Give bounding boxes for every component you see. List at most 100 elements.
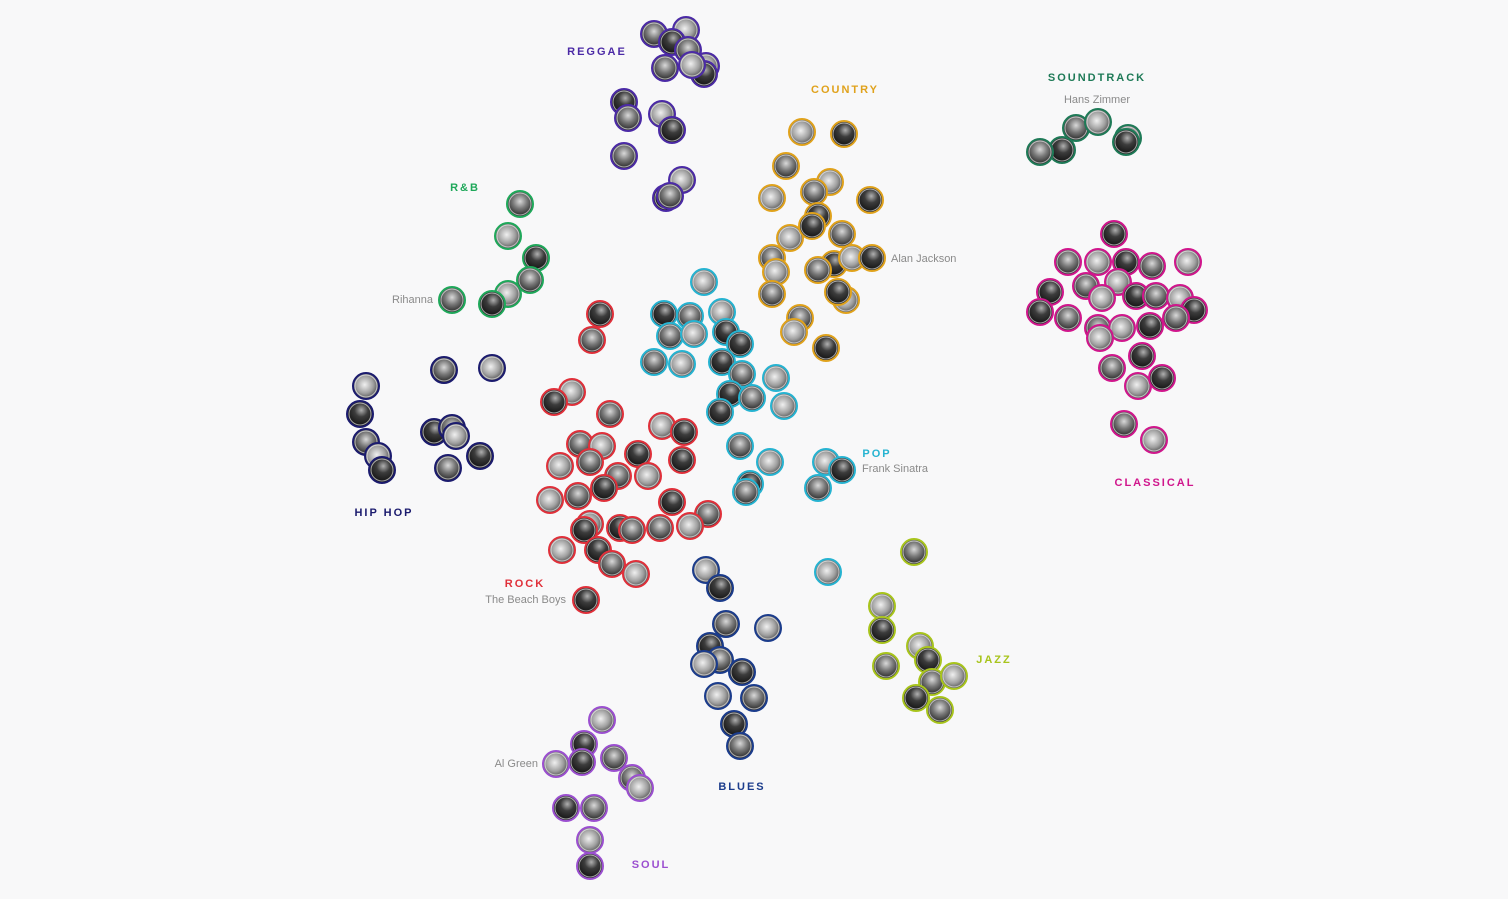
artist-node-classical[interactable] bbox=[1026, 298, 1054, 326]
artist-node-rock[interactable] bbox=[622, 560, 650, 588]
artist-node-rock[interactable] bbox=[646, 514, 674, 542]
artist-node-rock[interactable] bbox=[590, 474, 618, 502]
artist-node-pop[interactable] bbox=[804, 474, 832, 502]
artist-node-rnb[interactable] bbox=[506, 190, 534, 218]
artist-node-classical[interactable] bbox=[1084, 248, 1112, 276]
artist-node-classical[interactable] bbox=[1140, 426, 1168, 454]
artist-node-soundtrack[interactable] bbox=[1026, 138, 1054, 166]
artist-node-rock[interactable] bbox=[548, 536, 576, 564]
artist-node-classical[interactable] bbox=[1098, 354, 1126, 382]
artist-node-country[interactable] bbox=[772, 152, 800, 180]
artist-node-soul[interactable] bbox=[588, 706, 616, 734]
artist-node-hiphop[interactable] bbox=[478, 354, 506, 382]
artist-node-soul[interactable] bbox=[576, 852, 604, 880]
artist-node-pop[interactable] bbox=[708, 348, 736, 376]
artist-node-jazz[interactable] bbox=[926, 696, 954, 724]
artist-node-hiphop[interactable] bbox=[346, 400, 374, 428]
artist-node-pop[interactable] bbox=[640, 348, 668, 376]
artist-node-country[interactable] bbox=[798, 212, 826, 240]
artist-node-reggae[interactable] bbox=[658, 116, 686, 144]
artist-node-jazz[interactable] bbox=[872, 652, 900, 680]
artist-label-al-green[interactable]: Al Green bbox=[494, 758, 538, 770]
artist-node-rock[interactable] bbox=[586, 300, 614, 328]
artist-node-rock[interactable] bbox=[576, 448, 604, 476]
artist-node-soul[interactable] bbox=[626, 774, 654, 802]
artist-node-rock[interactable] bbox=[546, 452, 574, 480]
genre-label-hiphop[interactable]: HIP HOP bbox=[354, 507, 414, 519]
artist-node-rnb[interactable] bbox=[438, 286, 466, 314]
artist-node-pop[interactable] bbox=[828, 456, 856, 484]
artist-node-country[interactable] bbox=[758, 280, 786, 308]
artist-node-jazz[interactable] bbox=[868, 592, 896, 620]
artist-node-jazz[interactable] bbox=[868, 616, 896, 644]
artist-node-soundtrack[interactable] bbox=[1084, 108, 1112, 136]
artist-node-rock[interactable] bbox=[676, 512, 704, 540]
artist-node-country[interactable] bbox=[812, 334, 840, 362]
artist-node-hiphop[interactable] bbox=[430, 356, 458, 384]
artist-node-rock[interactable] bbox=[564, 482, 592, 510]
artist-node-country[interactable] bbox=[758, 184, 786, 212]
artist-node-classical[interactable] bbox=[1148, 364, 1176, 392]
artist-node-rnb[interactable] bbox=[478, 290, 506, 318]
artist-node-classical[interactable] bbox=[1124, 372, 1152, 400]
artist-node-soul[interactable] bbox=[576, 826, 604, 854]
artist-node-country[interactable] bbox=[858, 244, 886, 272]
artist-node-pop[interactable] bbox=[726, 330, 754, 358]
artist-node-pop[interactable] bbox=[668, 350, 696, 378]
artist-node-hiphop[interactable] bbox=[466, 442, 494, 470]
artist-node-classical[interactable] bbox=[1088, 284, 1116, 312]
artist-node-pop[interactable] bbox=[770, 392, 798, 420]
artist-node-soul[interactable] bbox=[580, 794, 608, 822]
artist-node-hiphop[interactable] bbox=[434, 454, 462, 482]
artist-node-classical[interactable] bbox=[1138, 252, 1166, 280]
artist-node-country[interactable] bbox=[780, 318, 808, 346]
artist-node-reggae[interactable] bbox=[656, 182, 684, 210]
artist-node-classical[interactable] bbox=[1136, 312, 1164, 340]
artist-node-reggae[interactable] bbox=[678, 51, 706, 79]
artist-node-rock[interactable] bbox=[658, 488, 686, 516]
artist-node-pop[interactable] bbox=[706, 398, 734, 426]
artist-node-rock[interactable] bbox=[670, 418, 698, 446]
artist-node-pop[interactable] bbox=[656, 322, 684, 350]
artist-label-rihanna[interactable]: Rihanna bbox=[392, 294, 433, 306]
artist-node-blues[interactable] bbox=[704, 682, 732, 710]
artist-node-rock[interactable] bbox=[598, 550, 626, 578]
artist-node-rock[interactable] bbox=[578, 326, 606, 354]
genre-label-rnb[interactable]: R&B bbox=[450, 182, 480, 194]
artist-node-soul[interactable] bbox=[552, 794, 580, 822]
artist-node-country[interactable] bbox=[856, 186, 884, 214]
artist-node-rock[interactable] bbox=[634, 462, 662, 490]
artist-node-rock[interactable] bbox=[596, 400, 624, 428]
artist-node-classical[interactable] bbox=[1162, 304, 1190, 332]
artist-node-pop[interactable] bbox=[690, 268, 718, 296]
artist-node-classical[interactable] bbox=[1142, 282, 1170, 310]
artist-node-classical[interactable] bbox=[1174, 248, 1202, 276]
genre-label-classical[interactable]: CLASSICAL bbox=[1114, 477, 1196, 489]
artist-node-pop[interactable] bbox=[732, 478, 760, 506]
artist-node-hiphop[interactable] bbox=[352, 372, 380, 400]
artist-node-country[interactable] bbox=[830, 120, 858, 148]
artist-node-country[interactable] bbox=[804, 256, 832, 284]
artist-node-soundtrack[interactable] bbox=[1048, 136, 1076, 164]
artist-node-pop[interactable] bbox=[738, 384, 766, 412]
artist-node-country[interactable] bbox=[776, 224, 804, 252]
artist-node-hiphop[interactable] bbox=[368, 456, 396, 484]
artist-label-frank-sinatra[interactable]: Frank Sinatra bbox=[862, 463, 929, 475]
artist-node-reggae[interactable] bbox=[614, 104, 642, 132]
artist-node-rock[interactable] bbox=[618, 516, 646, 544]
artist-node-soul[interactable] bbox=[542, 750, 570, 778]
artist-node-soul[interactable] bbox=[600, 744, 628, 772]
artist-label-the-beach-boys[interactable]: The Beach Boys bbox=[485, 594, 566, 606]
artist-node-classical[interactable] bbox=[1054, 304, 1082, 332]
artist-node-jazz[interactable] bbox=[900, 538, 928, 566]
artist-label-hans-zimmer[interactable]: Hans Zimmer bbox=[1063, 94, 1131, 106]
artist-node-blues[interactable] bbox=[754, 614, 782, 642]
artist-node-reggae[interactable] bbox=[610, 142, 638, 170]
artist-label-alan-jackson[interactable]: Alan Jackson bbox=[891, 253, 957, 265]
genre-label-country[interactable]: COUNTRY bbox=[811, 84, 879, 96]
artist-node-country[interactable] bbox=[828, 220, 856, 248]
artist-node-rock[interactable] bbox=[572, 586, 600, 614]
artist-node-rock[interactable] bbox=[536, 486, 564, 514]
artist-node-pop[interactable] bbox=[814, 558, 842, 586]
artist-node-rock[interactable] bbox=[668, 446, 696, 474]
